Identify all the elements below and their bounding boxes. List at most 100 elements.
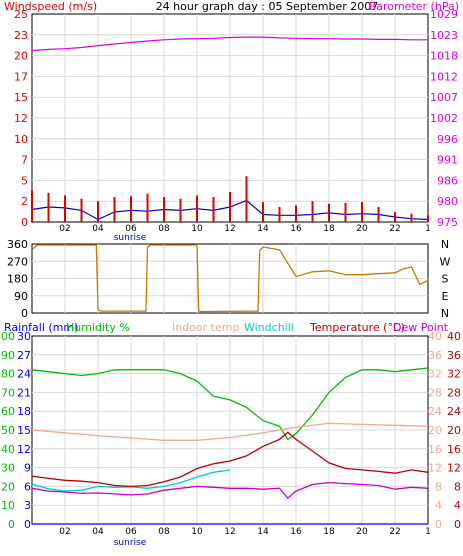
x-tick-label: 06 <box>125 527 137 537</box>
humidity-tick-label: 40 <box>1 443 15 456</box>
windspeed-tick-label: 17 <box>14 70 28 83</box>
barometer-tick-label: 996 <box>437 133 458 146</box>
legend-label: Indoor temp <box>172 321 239 334</box>
direction-degree-label: 90 <box>14 290 28 303</box>
windspeed-tick-label: 12 <box>14 112 28 125</box>
rainfall-tick-label: 12 <box>17 443 31 456</box>
humidity-tick-label: 80 <box>1 368 15 381</box>
wind-direction-line <box>31 244 429 313</box>
rainfall-tick-label: 24 <box>17 368 31 381</box>
indoor-temp-tick-label: 36 <box>428 349 442 362</box>
x-tick-label: 02 <box>59 224 70 234</box>
windspeed-tick-label: 0 <box>21 216 28 229</box>
temperature-tick-label: 28 <box>447 386 461 399</box>
rainfall-tick-label: 30 <box>17 330 31 343</box>
barometer-tick-label: 1012 <box>430 70 458 83</box>
humidity-tick-label: 30 <box>1 462 15 475</box>
indoor-temp-line <box>31 422 429 441</box>
x-tick-label: 08 <box>158 527 170 537</box>
rainfall-tick-label: 9 <box>24 462 31 475</box>
x-tick-label: 18 <box>323 224 335 234</box>
indoor-temp-tick-label: 12 <box>428 462 442 475</box>
barometer-tick-label: 1002 <box>430 112 458 125</box>
windspeed-tick-label: 2 <box>21 195 28 208</box>
humidity-tick-label: 0 <box>8 518 15 531</box>
x-tick-label: 16 <box>290 527 302 537</box>
x-tick-label: 12 <box>224 224 235 234</box>
temperature-tick-label: 36 <box>447 349 461 362</box>
x-tick-label: 10 <box>191 527 203 537</box>
x-tick-label: 12 <box>224 527 235 537</box>
humidity-tick-label: 10 <box>1 499 15 512</box>
temperature-tick-label: 8 <box>454 480 461 493</box>
humidity-tick-label: 60 <box>1 405 15 418</box>
rainfall-tick-label: 0 <box>24 518 31 531</box>
rainfall-tick-label: 6 <box>24 480 31 493</box>
temperature-tick-label: 20 <box>447 424 461 437</box>
temperature-tick-label: 12 <box>447 462 461 475</box>
sunrise-label: sunrise <box>114 233 147 243</box>
barometer-line <box>31 36 428 52</box>
direction-compass-label: N <box>441 238 449 251</box>
humidity-tick-label: 100 <box>0 330 15 343</box>
x-tick-label: 14 <box>257 224 269 234</box>
rainfall-tick-label: 18 <box>17 405 31 418</box>
humidity-tick-label: 20 <box>1 480 15 493</box>
x-tick-label: 04 <box>92 527 104 537</box>
humidity-tick-label: 90 <box>1 349 15 362</box>
dewpoint-line <box>31 481 429 500</box>
sunrise-label: sunrise <box>114 538 147 548</box>
barometer-tick-label: 1007 <box>430 91 458 104</box>
x-tick-label: 22 <box>389 224 400 234</box>
windspeed-tick-label: 25 <box>14 8 28 21</box>
direction-compass-label: N <box>441 307 449 320</box>
legend-label: Windchill <box>244 321 294 334</box>
humidity-tick-label: 50 <box>1 424 15 437</box>
direction-degree-label: 360 <box>7 238 28 251</box>
direction-degree-label: 0 <box>21 307 28 320</box>
direction-degree-label: 270 <box>7 255 28 268</box>
direction-compass-label: S <box>442 273 449 286</box>
temperature-tick-label: 16 <box>447 443 461 456</box>
x-tick-label: 1 <box>425 527 431 537</box>
windspeed-tick-label: 10 <box>14 133 28 146</box>
indoor-temp-tick-label: 24 <box>428 405 442 418</box>
humidity-tick-label: 70 <box>1 386 15 399</box>
legend-label: Humidity % <box>66 321 130 334</box>
temperature-humidity-panel: Rainfall (mm)Humidity % Indoor temp Windch… <box>0 321 461 548</box>
indoor-temp-tick-label: 4 <box>435 499 442 512</box>
indoor-temp-tick-label: 28 <box>428 386 442 399</box>
chart-title: 24 hour graph day : 05 September 2007 <box>156 0 379 13</box>
windspeed-barometer-panel: Windspeed (m/s) 24 hour graph day : 05 Se… <box>4 0 459 243</box>
barometer-tick-label: 986 <box>437 174 458 187</box>
windspeed-tick-label: 15 <box>14 91 28 104</box>
indoor-temp-tick-label: 20 <box>428 424 442 437</box>
x-tick-label: 1 <box>425 224 431 234</box>
x-tick-label: 02 <box>59 527 70 537</box>
indoor-temp-tick-label: 8 <box>435 480 442 493</box>
windspeed-axis-title: Windspeed (m/s) <box>4 0 97 13</box>
indoor-temp-tick-label: 0 <box>435 518 442 531</box>
temperature-line <box>31 431 429 488</box>
rainfall-tick-label: 15 <box>17 424 31 437</box>
windspeed-tick-label: 23 <box>14 29 28 42</box>
windspeed-tick-label: 5 <box>21 174 28 187</box>
x-tick-label: 04 <box>92 224 104 234</box>
x-tick-label: 10 <box>191 224 203 234</box>
humidity-line <box>31 367 429 441</box>
x-tick-label: 20 <box>356 527 368 537</box>
indoor-temp-tick-label: 16 <box>428 443 442 456</box>
direction-compass-label: E <box>442 290 449 303</box>
barometer-tick-label: 980 <box>437 195 458 208</box>
indoor-temp-tick-label: 40 <box>428 330 442 343</box>
temperature-tick-label: 0 <box>454 518 461 531</box>
x-tick-label: 22 <box>389 527 400 537</box>
x-tick-label: 20 <box>356 224 368 234</box>
windspeed-tick-label: 20 <box>14 50 28 63</box>
x-tick-label: 18 <box>323 527 335 537</box>
direction-degree-label: 180 <box>7 273 28 286</box>
x-tick-label: 08 <box>158 224 170 234</box>
temperature-tick-label: 40 <box>447 330 461 343</box>
